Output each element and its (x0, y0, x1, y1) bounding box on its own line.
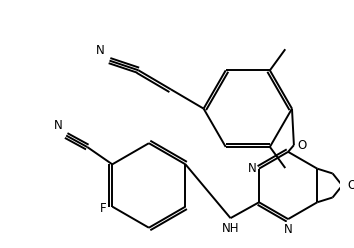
Text: F: F (100, 202, 107, 215)
Text: N: N (96, 44, 105, 57)
Text: NH: NH (222, 222, 239, 235)
Text: O: O (347, 179, 354, 192)
Text: N: N (284, 223, 292, 236)
Text: O: O (298, 139, 307, 152)
Text: N: N (53, 119, 62, 132)
Text: N: N (247, 162, 256, 175)
